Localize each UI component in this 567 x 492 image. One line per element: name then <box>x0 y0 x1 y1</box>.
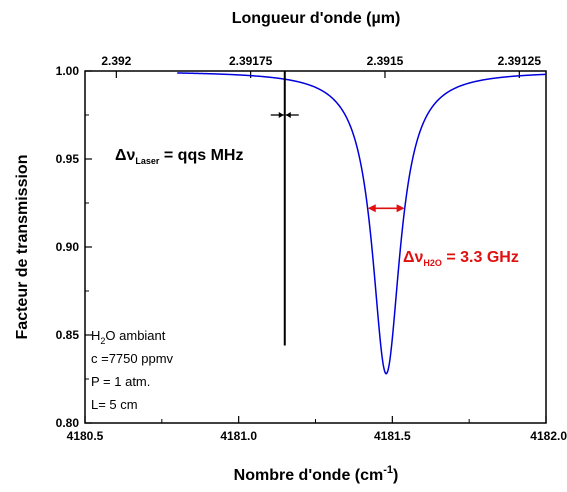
laser-linewidth-label: ΔνLaser = qqs MHz <box>115 147 243 166</box>
y-axis-title: Facteur de transmission <box>14 155 31 340</box>
x-axis-ticks: 4180.5 4181.0 4181.5 4182.0 <box>67 416 567 443</box>
y-tick-label: 1.00 <box>56 64 80 78</box>
conditions-box: H2O ambiant c =7750 ppmv P = 1 atm. L= 5… <box>91 328 174 412</box>
x-axis-title: Nombre d'onde (cm-1) <box>234 464 399 484</box>
x-tick-label: 4181.5 <box>374 429 411 443</box>
x2-axis-title: Longueur d'onde (µm) <box>232 10 401 27</box>
laser-linewidth-marker <box>270 112 299 118</box>
y-tick-label: 0.90 <box>56 240 80 254</box>
condition-line-4: L= 5 cm <box>91 397 138 412</box>
condition-line-2: c =7750 ppmv <box>91 351 174 366</box>
x-tick-label: 4180.5 <box>67 429 104 443</box>
transmission-curve <box>177 72 547 375</box>
y-axis-ticks: 0.80 0.85 0.90 0.95 1.00 <box>56 64 92 430</box>
laser-arrowhead-left <box>278 112 284 118</box>
x2-tick-label: 2.39175 <box>229 54 273 68</box>
h2o-arrowhead-right <box>396 204 405 213</box>
h2o-linewidth-label: ΔνH2O = 3.3 GHz <box>403 249 519 268</box>
x2-tick-label: 2.392 <box>101 54 131 68</box>
y-tick-label: 0.85 <box>56 328 80 342</box>
top-axis-ticks: 2.392 2.39175 2.3915 2.39125 <box>101 54 541 78</box>
condition-line-1: H2O ambiant <box>91 328 166 346</box>
condition-line-3: P = 1 atm. <box>91 374 150 389</box>
x-tick-label: 4181.0 <box>220 429 257 443</box>
x2-tick-label: 2.3915 <box>367 54 404 68</box>
laser-arrowhead-right <box>285 112 291 118</box>
x-tick-label: 4182.0 <box>530 429 567 443</box>
y-tick-label: 0.95 <box>56 152 80 166</box>
x2-tick-label: 2.39125 <box>498 54 542 68</box>
h2o-linewidth-arrow <box>367 204 405 213</box>
plot-frame <box>84 70 547 424</box>
y-tick-label: 0.80 <box>56 416 80 430</box>
h2o-arrowhead-left <box>367 204 376 213</box>
